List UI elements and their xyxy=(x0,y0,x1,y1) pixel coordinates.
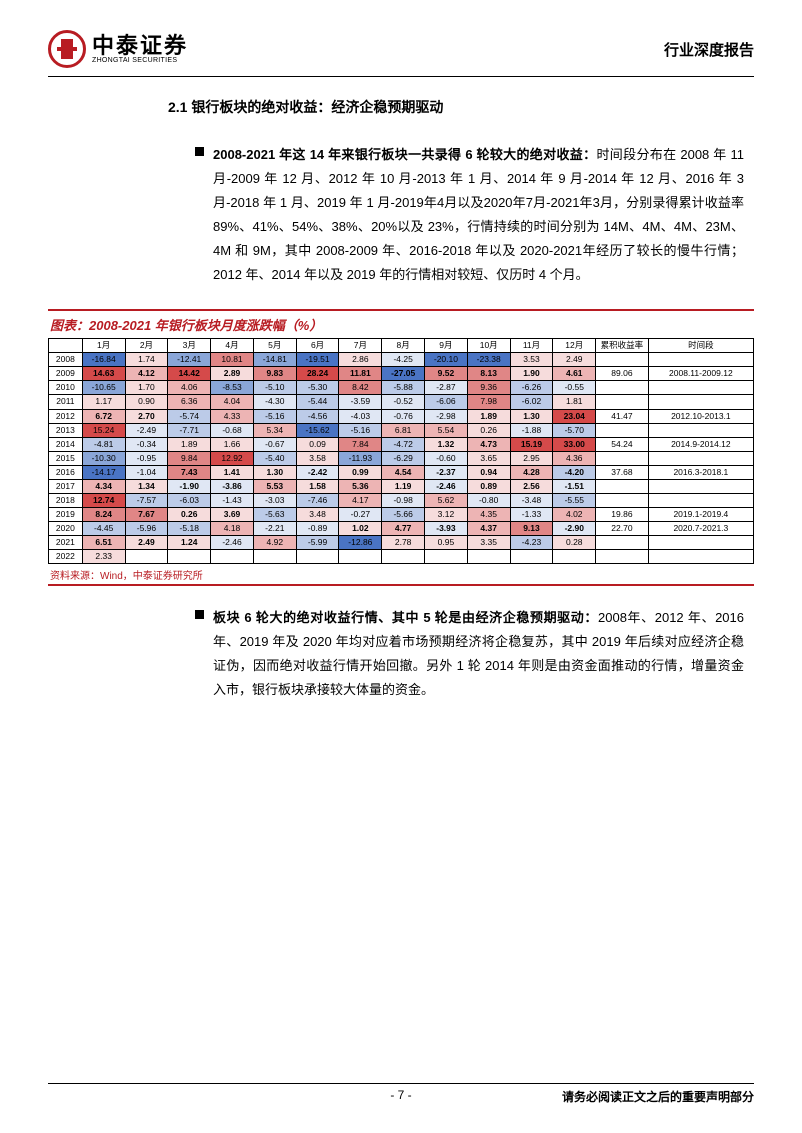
chart-block: 图表：2008-2021 年银行板块月度涨跌幅（%） 1月2月3月4月5月6月7… xyxy=(48,309,754,586)
monthly-return-table: 1月2月3月4月5月6月7月8月9月10月11月12月累积收益率时间段2008-… xyxy=(48,338,754,564)
logo-mark xyxy=(48,30,86,68)
logo: 中泰证券 ZHONGTAI SECURITIES xyxy=(48,30,188,68)
page-number: - 7 - xyxy=(390,1088,411,1102)
para1-bold: 2008-2021 年这 14 年来银行板块一共录得 6 轮较大的绝对收益： xyxy=(213,147,596,162)
paragraph-1: 2008-2021 年这 14 年来银行板块一共录得 6 轮较大的绝对收益：时间… xyxy=(213,143,744,287)
section-heading: 2.1 银行板块的绝对收益：经济企稳预期驱动 xyxy=(168,97,754,117)
bullet-square-icon xyxy=(195,147,204,156)
para1-body: 时间段分布在 2008 年 11 月-2009 年 12 月、2012 年 10… xyxy=(213,147,744,282)
document-type: 行业深度报告 xyxy=(664,39,754,60)
page-header: 中泰证券 ZHONGTAI SECURITIES 行业深度报告 xyxy=(48,30,754,77)
chart-source: 资料来源：Wind，中泰证券研究所 xyxy=(48,564,754,586)
footer-note: 请务必阅读正文之后的重要声明部分 xyxy=(562,1088,754,1105)
para2-bold: 板块 6 轮大的绝对收益行情、其中 5 轮是由经济企稳预期驱动： xyxy=(213,610,598,625)
logo-text-cn: 中泰证券 xyxy=(92,35,188,57)
paragraph-2: 板块 6 轮大的绝对收益行情、其中 5 轮是由经济企稳预期驱动：2008年、20… xyxy=(213,606,744,702)
chart-title: 图表：2008-2021 年银行板块月度涨跌幅（%） xyxy=(48,311,754,338)
logo-text-en: ZHONGTAI SECURITIES xyxy=(92,57,188,64)
page-footer: - 7 - 请务必阅读正文之后的重要声明部分 xyxy=(48,1083,754,1105)
bullet-square-icon xyxy=(195,610,204,619)
